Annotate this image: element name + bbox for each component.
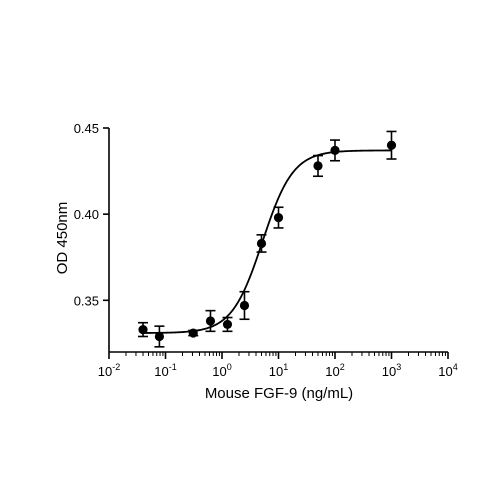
data-point (386, 130, 397, 160)
x-tick-label: 10-1 (154, 362, 176, 379)
x-tick-label: 100 (212, 362, 231, 379)
y-tick-label: 0.40 (74, 207, 99, 222)
data-point (205, 309, 216, 333)
data-point (138, 321, 149, 338)
data-marker (239, 300, 250, 311)
x-tick-label: 104 (438, 362, 457, 379)
axes: 0.35 0.40 0.45 10-2 10-1 100 101 102 103 104 (74, 121, 458, 379)
fit-curve (143, 149, 392, 334)
data-point (256, 234, 267, 253)
data-marker (205, 316, 216, 326)
data-marker (222, 319, 233, 330)
data-point (312, 154, 323, 178)
data-point (239, 290, 250, 321)
x-tick-label: 101 (269, 362, 288, 379)
data-marker (256, 238, 267, 249)
data-marker (273, 213, 284, 223)
y-axis-title: OD 450nm (54, 202, 71, 275)
x-tick-label: 102 (325, 362, 344, 379)
x-tick-label: 10-2 (98, 362, 120, 379)
x-tick-label: 103 (382, 362, 401, 379)
data-marker (386, 140, 397, 150)
data-marker (330, 145, 340, 155)
data-point (222, 316, 233, 333)
data-points (138, 130, 397, 348)
y-tick-label: 0.35 (74, 293, 99, 308)
fit-curve-group (143, 149, 392, 334)
data-point (154, 325, 165, 348)
y-tick-label: 0.45 (74, 121, 99, 136)
data-point (273, 206, 284, 229)
data-marker (313, 161, 323, 171)
data-marker (188, 328, 198, 338)
data-point (330, 139, 340, 162)
data-marker (138, 325, 148, 335)
data-marker (154, 331, 165, 342)
data-point (188, 328, 199, 338)
x-axis-title: Mouse FGF-9 (ng/mL) (205, 385, 353, 402)
